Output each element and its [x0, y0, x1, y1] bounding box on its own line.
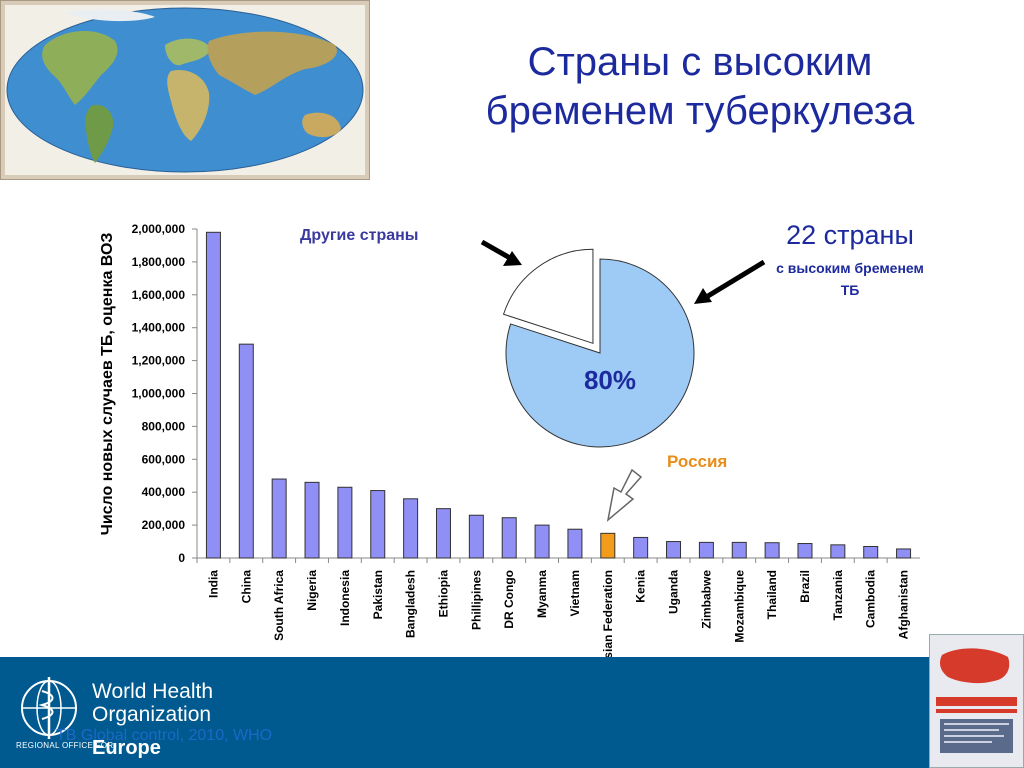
- title-line-1: Страны с высоким: [527, 40, 873, 84]
- source-note: TB Global control, 2010, WHO: [56, 727, 273, 744]
- x-tick-label: Ethiopia: [436, 570, 450, 618]
- x-tick-label: Pakistan: [371, 570, 385, 619]
- x-tick-label: Kenia: [634, 570, 648, 603]
- pie-label-22-countries: 22 страны: [786, 220, 914, 250]
- pie-label-high-burden-line-2: ТБ: [840, 282, 860, 298]
- bar-vietnam: [567, 528, 583, 559]
- pie-slice-other-countries: [502, 248, 594, 344]
- x-tick-label: Indonesia: [338, 570, 352, 626]
- x-tick-label: Uganda: [667, 570, 681, 614]
- y-tick-label: 1,000,000: [132, 387, 186, 401]
- russia-callout-label: Россия: [667, 452, 728, 471]
- x-tick-label: Thailand: [765, 570, 779, 619]
- chart-x-labels: India China South Africa Nigeria Indonesia Pa…: [206, 570, 910, 682]
- bar-mozambique: [731, 541, 747, 559]
- y-tick-label: 800,000: [142, 419, 186, 433]
- y-tick-label: 0: [178, 551, 185, 565]
- bar-phillipines: [468, 514, 484, 559]
- bar-uganda: [666, 541, 682, 559]
- x-tick-label: Vietnam: [568, 570, 582, 616]
- x-tick-label: Mozambique: [732, 570, 746, 643]
- chart-y-labels: 0 200,000 400,000 600,000 800,000 1,000,000 1,…: [132, 222, 186, 565]
- pie-percent-label: 80%: [583, 365, 637, 395]
- x-tick-label: DR Congo: [502, 570, 516, 629]
- bar-india: [205, 231, 221, 559]
- pie-slice-22-countries: [505, 258, 695, 448]
- bar-kenia: [633, 536, 649, 559]
- bar-thailand: [764, 542, 780, 559]
- bar-myanma: [534, 524, 550, 559]
- bar-china: [238, 343, 254, 559]
- bar-tanzania: [830, 544, 846, 559]
- y-tick-label: 1,600,000: [132, 288, 186, 302]
- pie-label-high-burden-line-1: с высоким бременем: [776, 260, 924, 276]
- bar-nigeria: [304, 481, 320, 559]
- x-tick-label: India: [206, 570, 220, 598]
- y-axis-title: Число новых случаев ТБ, оценка ВОЗ: [99, 233, 116, 536]
- arrow-to-other-slice: [480, 239, 522, 266]
- bar-afghanistan: [896, 548, 912, 559]
- world-map-image: [0, 0, 370, 180]
- tb-book-cover-image: [929, 634, 1024, 768]
- y-tick-label: 400,000: [142, 485, 186, 499]
- pie-label-high-burden: с высоким бременем ТБ: [750, 257, 950, 301]
- bar-south-africa: [271, 478, 287, 559]
- who-wordmark-line-2: Organization: [92, 703, 212, 726]
- y-tick-label: 1,400,000: [132, 321, 186, 335]
- book-cover-icon: [930, 635, 1023, 767]
- who-emblem-icon: [21, 677, 77, 739]
- bar-ethiopia: [435, 508, 451, 559]
- world-map-canvas: [5, 5, 365, 175]
- page-title: Страны с высоким бременем туберкулеза: [400, 38, 1000, 136]
- x-tick-label: China: [239, 570, 253, 604]
- who-region-name: Europe: [92, 737, 161, 759]
- x-tick-label: Cambodia: [864, 570, 878, 628]
- x-tick-label: Phillipines: [469, 570, 483, 630]
- x-tick-label: Tanzania: [831, 570, 845, 621]
- x-tick-label: Myanma: [535, 570, 549, 618]
- arrow-to-russia-bar: [606, 468, 643, 522]
- x-tick-label: Nigeria: [305, 570, 319, 611]
- bar-brazil: [797, 543, 813, 559]
- chart-bars: [205, 231, 912, 559]
- x-tick-label: Zimbabwe: [699, 570, 713, 629]
- y-tick-label: 200,000: [142, 518, 186, 532]
- bar-indonesia: [337, 486, 353, 559]
- footer-bar: [0, 657, 1024, 768]
- y-tick-label: 600,000: [142, 452, 186, 466]
- y-tick-label: 2,000,000: [132, 222, 186, 236]
- who-wordmark-line-1: World Health: [92, 680, 213, 703]
- x-tick-label: Afghanistan: [897, 570, 911, 639]
- bar-russian-federation: [600, 532, 616, 559]
- who-wordmark: World Health Organization: [92, 680, 213, 726]
- bar-cambodia: [863, 545, 879, 559]
- who-region-prefix: REGIONAL OFFICE FOR: [16, 741, 114, 750]
- x-tick-label: Bangladesh: [404, 570, 418, 638]
- x-tick-label: Brazil: [798, 570, 812, 603]
- bar-bangladesh: [403, 498, 419, 559]
- y-tick-label: 1,200,000: [132, 354, 186, 368]
- pie-label-other-countries: Другие страны: [300, 227, 419, 244]
- x-tick-label: Russian Federation: [601, 570, 615, 681]
- bar-pakistan: [370, 490, 386, 559]
- arrow-to-main-slice: [694, 259, 766, 304]
- y-tick-label: 1,800,000: [132, 255, 186, 269]
- bar-zimbabwe: [698, 541, 714, 559]
- title-line-2: бременем туберкулеза: [485, 89, 915, 133]
- world-map-icon: [6, 7, 364, 173]
- x-tick-label: South Africa: [272, 570, 286, 641]
- bar-dr-congo: [501, 517, 517, 559]
